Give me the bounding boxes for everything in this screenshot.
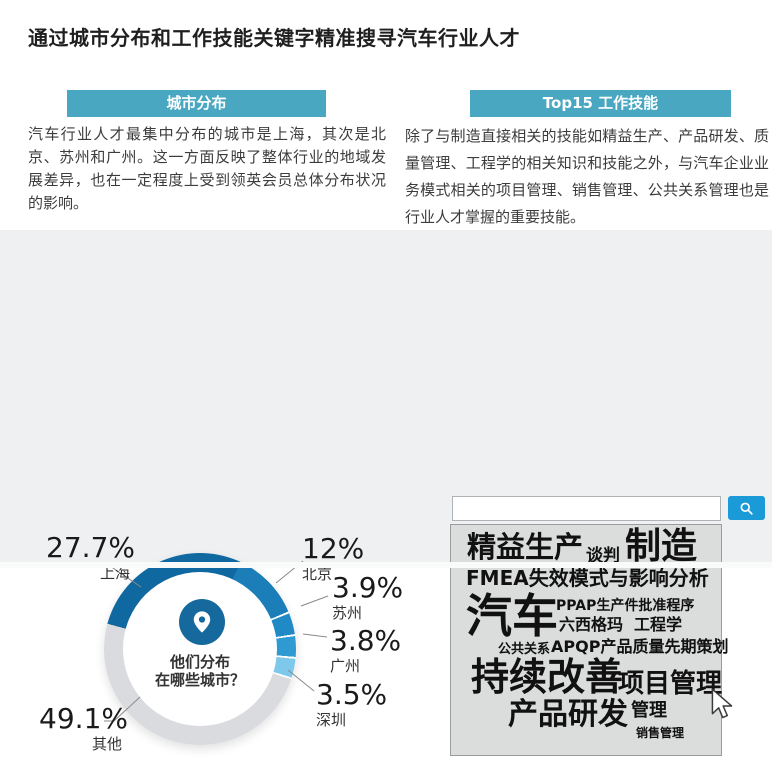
wordcloud-term: 项目管理	[618, 669, 723, 699]
shanghai-percent: 27.7%	[46, 531, 135, 564]
slice-label-others: 49.1% 其他	[38, 702, 128, 754]
center-caption-line1: 他们分布	[169, 653, 230, 671]
beijing-percent: 12%	[302, 532, 365, 565]
others-percent: 49.1%	[39, 702, 128, 735]
search-button[interactable]	[728, 496, 765, 520]
skills-paragraph: 除了与制造直接相关的技能如精益生产、产品研发、质量管理、工程学的相关知识和技能之…	[405, 127, 769, 226]
location-pin-icon	[193, 611, 211, 633]
wordcloud-term: FMEA失效模式与影响分析	[466, 566, 709, 590]
wordcloud-term: 精益生产	[467, 530, 584, 564]
wordcloud-term: 持续改善	[471, 655, 624, 699]
search-input[interactable]	[452, 496, 721, 521]
city-distribution-paragraph: 汽车行业人才最集中分布的城市是上海，其次是北京、苏州和广州。这一方面反映了整体行…	[28, 125, 386, 212]
wordcloud-term: 汽车	[466, 589, 558, 643]
others-city: 其他	[91, 735, 122, 753]
wordcloud-term: 六西格玛	[559, 615, 624, 634]
chart-band: 他们分布 在哪些城市？ 27.7% 上海 12% 北京 3.9% 苏州 3.8%…	[0, 230, 772, 756]
slice-label-guangzhou: 3.8% 广州	[330, 624, 402, 676]
suzhou-city: 苏州	[332, 604, 363, 622]
wordcloud-term: 谈判	[586, 546, 620, 566]
bottom-strip	[0, 562, 772, 568]
slice-label-suzhou: 3.9% 苏州	[332, 571, 404, 623]
shenzhen-city: 深圳	[316, 711, 347, 729]
suzhou-percent: 3.9%	[332, 571, 404, 604]
section-header-city-distribution: 城市分布	[67, 90, 326, 117]
skills-wordcloud: 精益生产 谈判 制造 FMEA失效模式与影响分析 汽车 PPAP生产件批准程序 …	[450, 524, 728, 756]
center-caption-line2: 在哪些城市？	[154, 671, 245, 689]
donut-center-caption: 他们分布 在哪些城市？	[140, 653, 260, 689]
infographic-page: 通过城市分布和工作技能关键字精准搜寻汽车行业人才 城市分布 Top15 工作技能…	[0, 26, 772, 756]
wordcloud-term: 产品研发	[508, 697, 628, 732]
guangzhou-city: 广州	[330, 657, 361, 675]
slice-label-shanghai: 27.7% 上海	[40, 531, 135, 583]
location-pin-badge	[179, 599, 225, 645]
shenzhen-percent: 3.5%	[316, 678, 388, 711]
mouse-cursor-icon	[711, 688, 733, 719]
guangzhou-percent: 3.8%	[330, 624, 402, 657]
slice-label-shenzhen: 3.5% 深圳	[316, 678, 388, 730]
wordcloud-term: 制造	[625, 526, 698, 567]
wordcloud-term: PPAP生产件批准程序	[556, 598, 695, 614]
search-icon	[740, 502, 753, 515]
wordcloud-term: 管理	[631, 700, 667, 721]
section-header-top15-skills: Top15 工作技能	[470, 90, 731, 117]
wordcloud-term: 工程学	[634, 615, 683, 634]
page-title: 通过城市分布和工作技能关键字精准搜寻汽车行业人才	[28, 26, 520, 50]
wordcloud-term: 公共关系	[498, 642, 551, 657]
wordcloud-term: APQP产品质量先期策划	[551, 637, 729, 656]
wordcloud-term: 销售管理	[636, 726, 685, 740]
